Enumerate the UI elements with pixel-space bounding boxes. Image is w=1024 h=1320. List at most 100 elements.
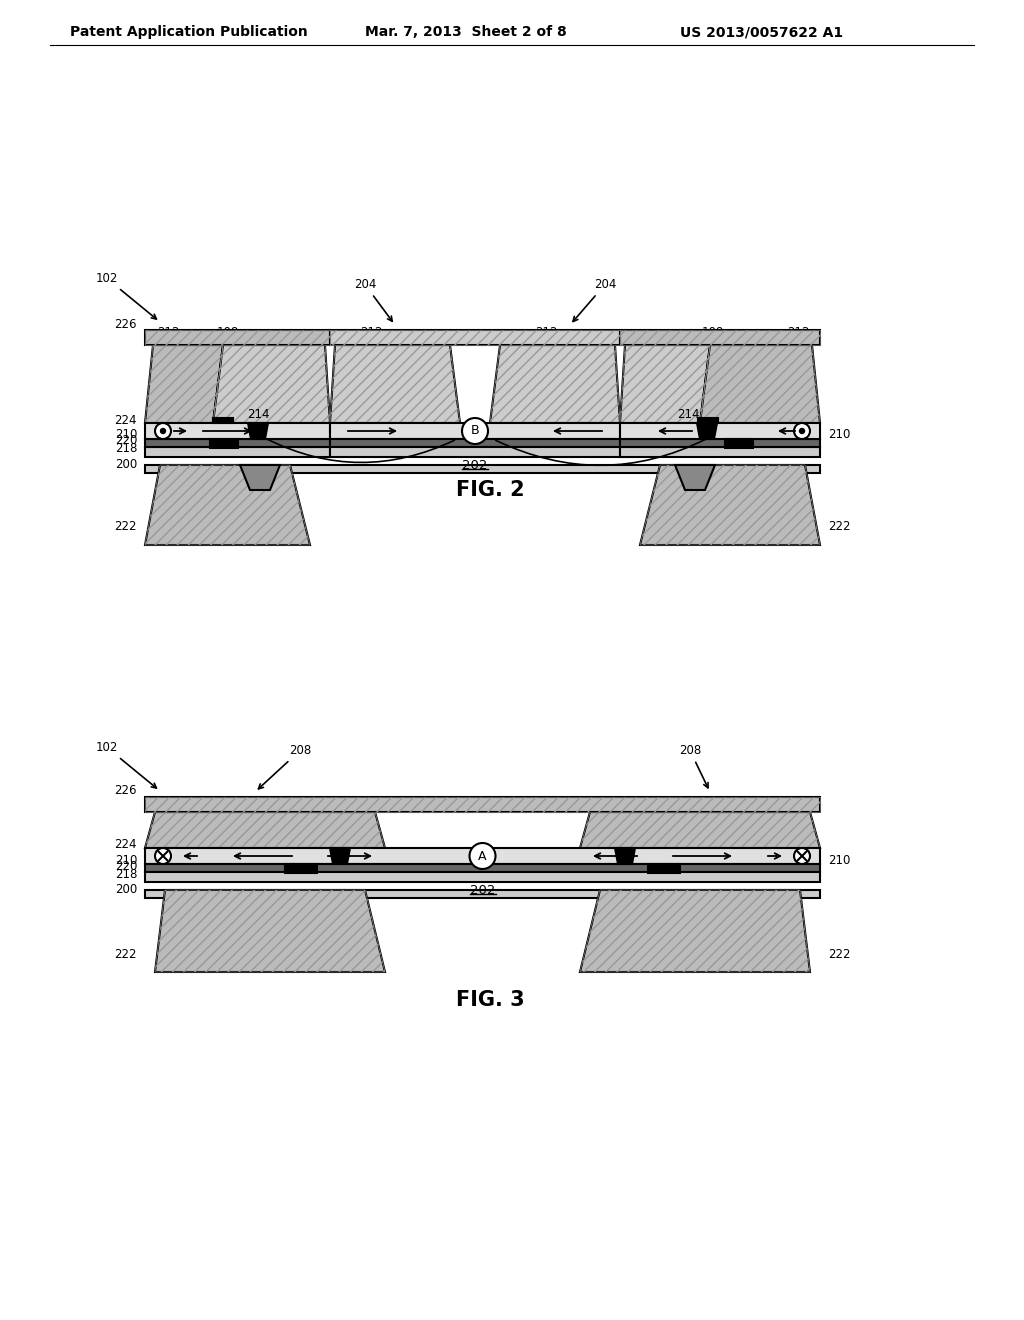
Bar [145,873,820,882]
Bar [145,330,330,345]
Text: 222: 222 [115,520,137,533]
Bar [145,330,330,345]
Bar [145,890,820,898]
Text: Mar. 7, 2013  Sheet 2 of 8: Mar. 7, 2013 Sheet 2 of 8 [365,25,566,40]
Bar [145,465,820,473]
Polygon shape [330,847,350,865]
Bar [620,422,820,440]
Bar [330,422,620,440]
Text: FIG. 2: FIG. 2 [456,480,524,500]
Text: 226: 226 [115,784,137,797]
Text: 222: 222 [828,948,851,961]
Polygon shape [700,345,820,422]
Bar [145,422,330,440]
Polygon shape [145,812,385,847]
FancyArrowPatch shape [267,440,455,462]
Bar [145,797,820,812]
Polygon shape [580,890,810,972]
Text: 204: 204 [573,279,616,322]
Bar [330,330,620,345]
Polygon shape [697,422,717,440]
Text: 206: 206 [318,873,341,886]
Text: 214: 214 [247,408,269,421]
Text: 224: 224 [115,413,137,426]
Polygon shape [248,422,268,440]
Bar [620,330,820,345]
Bar [145,865,820,873]
Text: 210: 210 [828,429,850,441]
Text: 210: 210 [828,854,850,866]
Bar [620,447,820,457]
Polygon shape [240,465,280,490]
Text: US 2013/0057622 A1: US 2013/0057622 A1 [680,25,843,40]
Polygon shape [640,465,820,545]
Text: 212: 212 [157,326,179,339]
Text: 220: 220 [115,859,137,873]
Circle shape [462,418,488,444]
Polygon shape [615,847,635,865]
FancyArrowPatch shape [496,440,706,466]
Bar [145,440,330,447]
Bar [145,847,820,865]
Text: 226: 226 [115,318,137,330]
Text: A: A [478,850,486,862]
Text: 212: 212 [787,326,810,339]
Text: B: B [471,425,479,437]
Bar [620,330,820,345]
Bar [210,440,238,447]
Text: 200: 200 [115,883,137,896]
Circle shape [155,422,171,440]
Text: 210: 210 [115,854,137,866]
Bar [330,447,620,457]
Bar [145,797,820,812]
Circle shape [155,847,171,865]
Bar [213,418,233,422]
Polygon shape [213,345,330,422]
Text: 208: 208 [679,744,708,788]
Text: 220: 220 [115,434,137,447]
Text: 200: 200 [115,458,137,471]
Text: 108: 108 [702,326,724,339]
Text: 218: 218 [115,867,137,880]
Text: 202: 202 [470,884,496,898]
Circle shape [794,422,810,440]
Text: 216: 216 [691,447,714,461]
Text: 204: 204 [354,279,392,321]
Text: 212: 212 [360,326,383,339]
Text: 212: 212 [535,326,557,339]
Text: 214: 214 [677,408,699,421]
Text: 224: 224 [115,838,137,851]
Text: FIG. 3: FIG. 3 [456,990,524,1010]
Text: 102: 102 [96,741,157,788]
Text: 216: 216 [254,447,276,461]
Polygon shape [330,345,460,422]
Polygon shape [490,345,620,422]
Polygon shape [145,345,223,422]
Text: 102: 102 [96,272,157,319]
Polygon shape [620,345,710,422]
Bar [725,440,753,447]
Text: 218: 218 [115,442,137,455]
Bar [330,440,620,447]
Text: 222: 222 [115,948,137,961]
Text: 210: 210 [115,429,137,441]
Circle shape [800,429,805,433]
Bar [648,865,680,873]
Text: 208: 208 [258,744,311,789]
Text: Patent Application Publication: Patent Application Publication [70,25,308,40]
Bar [330,330,620,345]
Polygon shape [155,890,385,972]
Text: 222: 222 [828,520,851,533]
Bar [145,447,330,457]
Text: 206: 206 [624,873,646,886]
Circle shape [469,843,496,869]
Circle shape [794,847,810,865]
Text: 202: 202 [462,459,487,473]
Polygon shape [580,812,820,847]
Bar [620,440,820,447]
Bar [285,865,317,873]
Bar [698,418,718,422]
Text: 108: 108 [217,326,240,339]
Circle shape [161,429,166,433]
Polygon shape [675,465,715,490]
